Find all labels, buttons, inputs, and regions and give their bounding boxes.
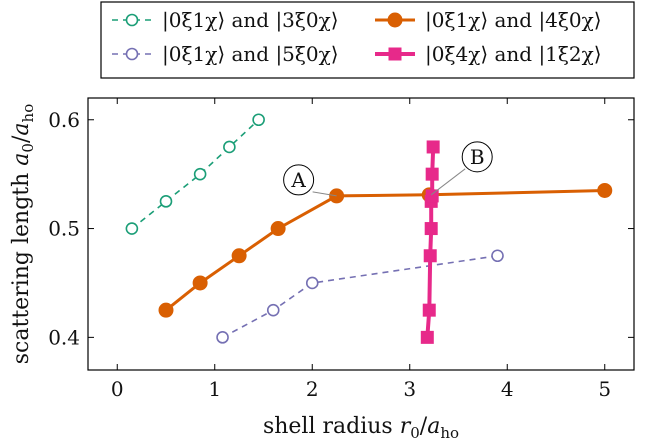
legend-item-2: |0ξ1χ⟩ and |4ξ0χ⟩	[375, 8, 602, 33]
annotation-circle	[461, 141, 493, 173]
annotation-leader	[430, 168, 466, 196]
x-tick-label: 4	[501, 377, 514, 401]
data-point	[216, 331, 229, 344]
data-point	[425, 167, 439, 181]
data-point	[423, 249, 437, 263]
data-point	[420, 330, 434, 344]
data-point	[125, 47, 139, 61]
x-tick-label: 1	[208, 377, 221, 401]
data-point	[491, 249, 504, 263]
x-tick-label: 0	[111, 377, 124, 401]
series-4	[420, 140, 440, 344]
x-tick-label: 5	[598, 377, 611, 401]
legend: |0ξ1χ⟩ and |3ξ0χ⟩ |0ξ1χ⟩ and |4ξ0χ⟩ |0ξ1χ⟩…	[100, 1, 635, 79]
annotation-A: A	[283, 164, 337, 197]
plot-frame	[87, 97, 635, 371]
data-point	[231, 248, 247, 264]
series-layer	[125, 113, 613, 344]
data-point	[425, 189, 439, 203]
annotation-B: B	[430, 141, 493, 196]
data-point	[159, 195, 173, 208]
annotations: AB	[283, 141, 493, 197]
data-point	[158, 302, 174, 318]
data-point	[305, 276, 319, 290]
annotation-label: A	[290, 168, 306, 192]
legend-label: |0ξ4χ⟩ and |1ξ2χ⟩	[425, 42, 602, 67]
x-axis-label: shell radius r0/aho	[263, 414, 459, 442]
series-line	[165, 189, 605, 312]
legend-item-1: |0ξ1χ⟩ and |3ξ0χ⟩	[112, 8, 339, 33]
data-point	[192, 275, 208, 291]
x-tick-label: 2	[306, 377, 319, 401]
legend-label: |0ξ1χ⟩ and |4ξ0χ⟩	[425, 8, 602, 33]
data-point	[388, 47, 402, 61]
data-point	[270, 221, 286, 237]
data-point	[193, 167, 207, 181]
y-axis-label: scattering length a0/aho	[9, 104, 37, 364]
annotation-leader	[312, 191, 337, 197]
x-tick-label: 3	[403, 377, 416, 401]
data-point	[125, 13, 139, 27]
data-point	[252, 113, 265, 127]
legend-label: |0ξ1χ⟩ and |3ξ0χ⟩	[162, 8, 339, 33]
annotation-circle	[283, 164, 315, 196]
legend-items: |0ξ1χ⟩ and |3ξ0χ⟩ |0ξ1χ⟩ and |4ξ0χ⟩ |0ξ1χ⟩…	[112, 8, 602, 67]
legend-item-3: |0ξ1χ⟩ and |5ξ0χ⟩	[112, 42, 339, 67]
y-tick-label: 0.6	[48, 108, 80, 132]
series-3	[216, 249, 504, 344]
series-1	[125, 113, 265, 235]
legend-label: |0ξ1χ⟩ and |5ξ0χ⟩	[162, 42, 339, 67]
y-tick-label: 0.4	[48, 325, 80, 349]
axis-ticks: 0 1 2 3 4 5 0.4 0.5 0.6	[48, 98, 634, 401]
data-point	[387, 12, 403, 28]
y-tick-label: 0.5	[48, 217, 80, 241]
annotation-label: B	[470, 145, 485, 169]
series-2	[158, 182, 613, 318]
data-point	[424, 222, 438, 236]
series-line	[222, 255, 498, 339]
legend-frame	[100, 1, 635, 79]
data-point	[266, 303, 280, 317]
data-point	[426, 140, 440, 154]
data-point	[223, 140, 236, 154]
legend-item-4: |0ξ4χ⟩ and |1ξ2χ⟩	[375, 42, 602, 67]
data-point	[597, 182, 613, 198]
data-point	[422, 303, 436, 317]
data-point	[125, 222, 139, 235]
